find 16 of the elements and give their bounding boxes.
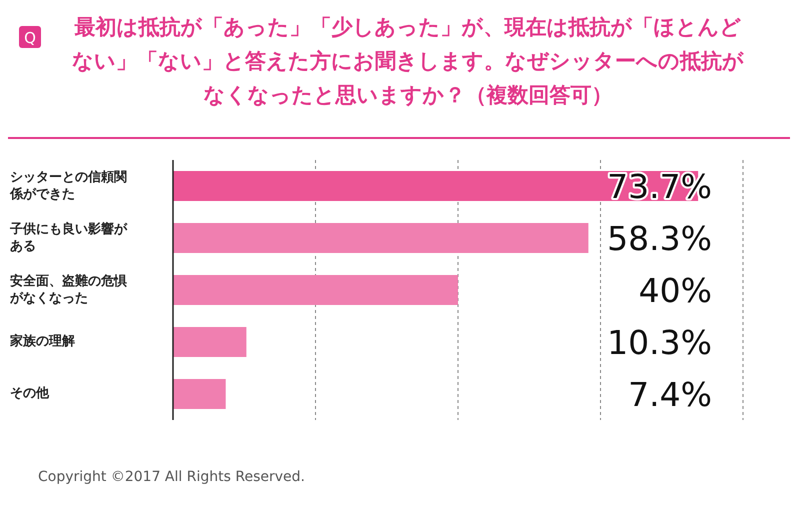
- text: Copyright ©2017 All Rights Reserved.: [38, 469, 305, 485]
- data-label: 58.3%: [607, 219, 712, 258]
- data-label: 10.3%: [607, 323, 712, 362]
- data-label: 40%: [638, 271, 712, 310]
- y-tick-label: 家族の理解: [10, 333, 76, 351]
- y-tick-label: 安全面、盗難の危惧がなくなった: [10, 272, 128, 308]
- y-tick-label: その他: [10, 385, 50, 403]
- bar: [173, 327, 246, 357]
- badge: Q: [19, 26, 41, 48]
- bar: [173, 379, 226, 409]
- data-label: 7.4%: [628, 375, 712, 414]
- y-tick-label: 子供にも良い影響がある: [10, 220, 128, 256]
- bar: [173, 223, 588, 253]
- y-tick-label: シッターとの信頼関係ができた: [10, 168, 128, 204]
- bar: [173, 275, 458, 305]
- chart-title: 最初は抵抗が「あった」「少しあった」が、現在は抵抗が「ほとんどない」「ない」と答えた方にお聞きします。なぜシッターへの抵抗がなくなったと思いますか？（複数回答可）: [71, 14, 745, 109]
